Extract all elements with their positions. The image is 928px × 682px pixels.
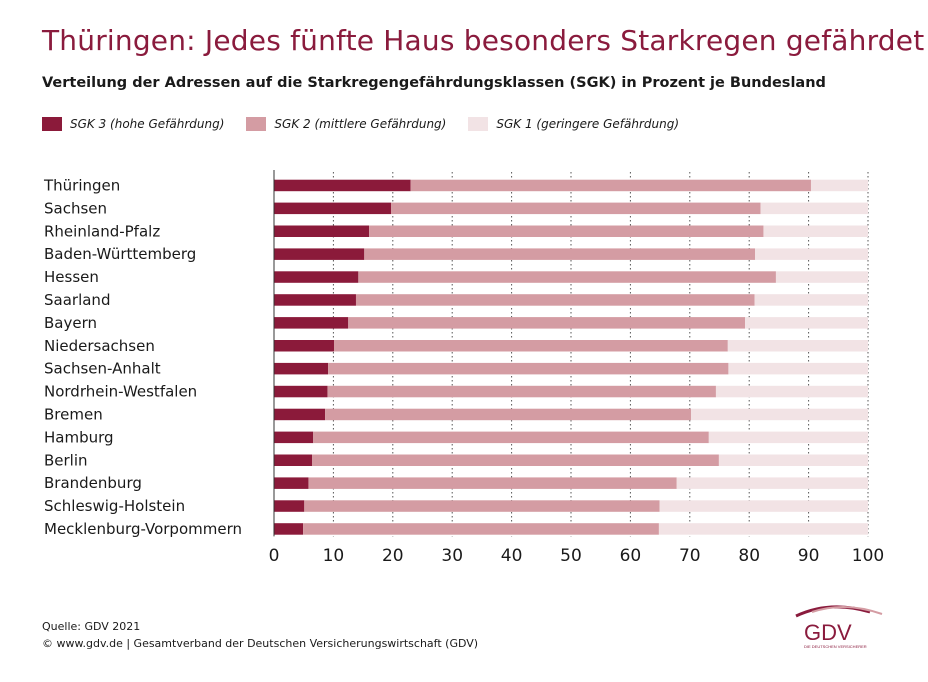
bar-segment bbox=[391, 202, 761, 215]
category-label: Rheinland-Pfalz bbox=[44, 222, 160, 240]
bar-segment bbox=[274, 202, 392, 215]
legend-label-sgk2: SGK 2 (mittlere Gefährdung) bbox=[274, 117, 447, 131]
source-note: Quelle: GDV 2021 bbox=[42, 620, 141, 633]
bar-segment bbox=[328, 362, 729, 375]
bar-segment bbox=[274, 477, 309, 489]
bar-segment bbox=[364, 248, 756, 260]
category-label: Bremen bbox=[44, 405, 103, 423]
legend-item-sgk2: SGK 2 (mittlere Gefährdung) bbox=[246, 117, 446, 131]
bar-segment bbox=[718, 454, 868, 466]
bar-segment bbox=[274, 408, 326, 421]
gdv-logo: GDV DIE DEUTSCHEN VERSICHERER bbox=[795, 605, 883, 649]
x-tick-label: 60 bbox=[620, 546, 642, 566]
bar-segment bbox=[274, 454, 313, 466]
bar-segment bbox=[304, 500, 660, 512]
bar-segment bbox=[745, 317, 868, 329]
bar-segment bbox=[312, 454, 719, 466]
category-label: Baden-Württemberg bbox=[44, 245, 196, 263]
bar-segment bbox=[410, 179, 811, 192]
legend: SGK 3 (hohe Gefährdung) SGK 2 (mittlere … bbox=[42, 117, 701, 131]
x-tick-label: 0 bbox=[269, 546, 280, 566]
bar-segment bbox=[274, 340, 334, 352]
bar-segment bbox=[676, 477, 868, 489]
bar-segment bbox=[755, 248, 868, 260]
bar-segment bbox=[760, 202, 868, 215]
legend-swatch-sgk2 bbox=[246, 117, 267, 131]
x-tick-label: 80 bbox=[738, 546, 760, 566]
bar-segment bbox=[763, 225, 868, 237]
category-label: Sachsen-Anhalt bbox=[44, 360, 161, 378]
legend-label-sgk3: SGK 3 (hohe Gefährdung) bbox=[70, 117, 225, 131]
bar-segment bbox=[715, 385, 868, 398]
category-label: Nordrhein-Westfalen bbox=[44, 383, 197, 401]
bar-segment bbox=[274, 431, 314, 444]
x-tick-label: 100 bbox=[852, 546, 884, 566]
bar-segment bbox=[274, 225, 370, 237]
bar-segment bbox=[333, 340, 728, 352]
category-label: Hessen bbox=[44, 268, 99, 286]
category-label: Berlin bbox=[44, 451, 88, 469]
chart-title: Thüringen: Jedes fünfte Haus besonders S… bbox=[42, 24, 925, 57]
bar-segment bbox=[308, 477, 677, 489]
footer: Quelle: GDV 2021 © www.gdv.de | Gesamtve… bbox=[42, 618, 478, 652]
category-label: Bayern bbox=[44, 314, 97, 332]
bar-segment bbox=[369, 225, 764, 237]
bar-segment bbox=[274, 385, 328, 398]
bar-segment bbox=[274, 179, 411, 192]
logo-text: GDV bbox=[804, 620, 852, 645]
legend-swatch-sgk3 bbox=[42, 117, 62, 131]
bar-segment bbox=[658, 523, 868, 535]
chart-subtitle: Verteilung der Adressen auf die Starkreg… bbox=[42, 75, 826, 91]
legend-item-sgk3: SGK 3 (hohe Gefährdung) bbox=[42, 117, 224, 131]
category-label: Brandenburg bbox=[44, 474, 142, 492]
x-tick-label: 40 bbox=[501, 546, 523, 566]
bar-chart: Thüringen Sachsen Rheinland-Pfalz Baden-Wür… bbox=[43, 170, 884, 566]
bar-segment bbox=[274, 248, 365, 260]
bar-segment bbox=[727, 340, 868, 352]
bar-segment bbox=[728, 362, 868, 375]
bar-segment bbox=[708, 431, 868, 444]
bar-segment bbox=[274, 294, 356, 306]
bar-segment bbox=[274, 317, 349, 329]
bar-segment bbox=[690, 408, 868, 421]
bar-segment bbox=[754, 294, 868, 306]
category-label: Saarland bbox=[44, 291, 110, 309]
bar-segment bbox=[274, 500, 305, 512]
category-label: Schleswig-Holstein bbox=[44, 497, 185, 515]
x-tick-label: 50 bbox=[560, 546, 582, 566]
bar-segment bbox=[325, 408, 691, 421]
legend-label-sgk1: SGK 1 (geringere Gefährdung) bbox=[496, 117, 680, 131]
x-tick-label: 70 bbox=[679, 546, 701, 566]
bar-segment bbox=[274, 271, 359, 283]
legend-item-sgk1: SGK 1 (geringere Gefährdung) bbox=[468, 117, 679, 131]
logo-tagline: DIE DEUTSCHEN VERSICHERER bbox=[804, 644, 867, 649]
category-label: Hamburg bbox=[44, 428, 114, 446]
bar-segment bbox=[274, 523, 304, 535]
category-label: Mecklenburg-Vorpommern bbox=[44, 520, 242, 538]
bar-segment bbox=[810, 179, 868, 192]
category-label: Thüringen bbox=[43, 176, 120, 194]
bar-segment bbox=[313, 431, 709, 444]
bar-segment bbox=[274, 362, 329, 375]
category-label: Sachsen bbox=[44, 199, 107, 217]
bar-segment bbox=[358, 271, 776, 283]
bar-segment bbox=[775, 271, 868, 283]
x-tick-label: 30 bbox=[441, 546, 463, 566]
x-tick-label: 10 bbox=[323, 546, 345, 566]
category-label: Niedersachsen bbox=[44, 337, 155, 355]
bar-segment bbox=[355, 294, 755, 306]
bar-segment bbox=[659, 500, 868, 512]
copyright-note: © www.gdv.de | Gesamtverband der Deutsch… bbox=[42, 637, 479, 650]
x-tick-label: 90 bbox=[798, 546, 820, 566]
bar-segment bbox=[303, 523, 659, 535]
bar-segment bbox=[327, 385, 716, 398]
bar-segment bbox=[348, 317, 746, 329]
legend-swatch-sgk1 bbox=[468, 117, 489, 131]
x-tick-label: 20 bbox=[382, 546, 404, 566]
